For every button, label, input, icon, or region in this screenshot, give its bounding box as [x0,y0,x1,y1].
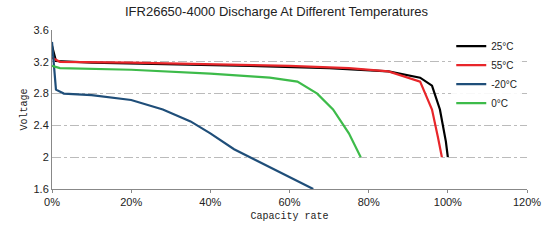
svg-text:-20°C: -20°C [491,79,517,90]
svg-text:55°C: 55°C [491,60,513,71]
svg-text:20%: 20% [120,196,142,208]
svg-text:2.8: 2.8 [34,87,49,99]
svg-text:3.2: 3.2 [34,56,49,68]
svg-text:100%: 100% [434,196,462,208]
svg-text:40%: 40% [199,196,221,208]
svg-text:IFR26650-4000 Discharge At Dif: IFR26650-4000 Discharge At Different Tem… [125,4,429,19]
svg-text:60%: 60% [278,196,300,208]
svg-text:2: 2 [43,151,49,163]
svg-text:Voltage: Voltage [19,88,30,130]
svg-text:25°C: 25°C [491,41,513,52]
svg-text:0%: 0% [44,196,60,208]
svg-text:80%: 80% [358,196,380,208]
svg-text:3.6: 3.6 [34,24,49,36]
svg-text:Capacity rate: Capacity rate [250,211,328,222]
svg-text:0°C: 0°C [491,98,508,109]
svg-text:2.4: 2.4 [34,119,49,131]
svg-text:120%: 120% [513,196,541,208]
svg-text:1.6: 1.6 [34,183,49,195]
